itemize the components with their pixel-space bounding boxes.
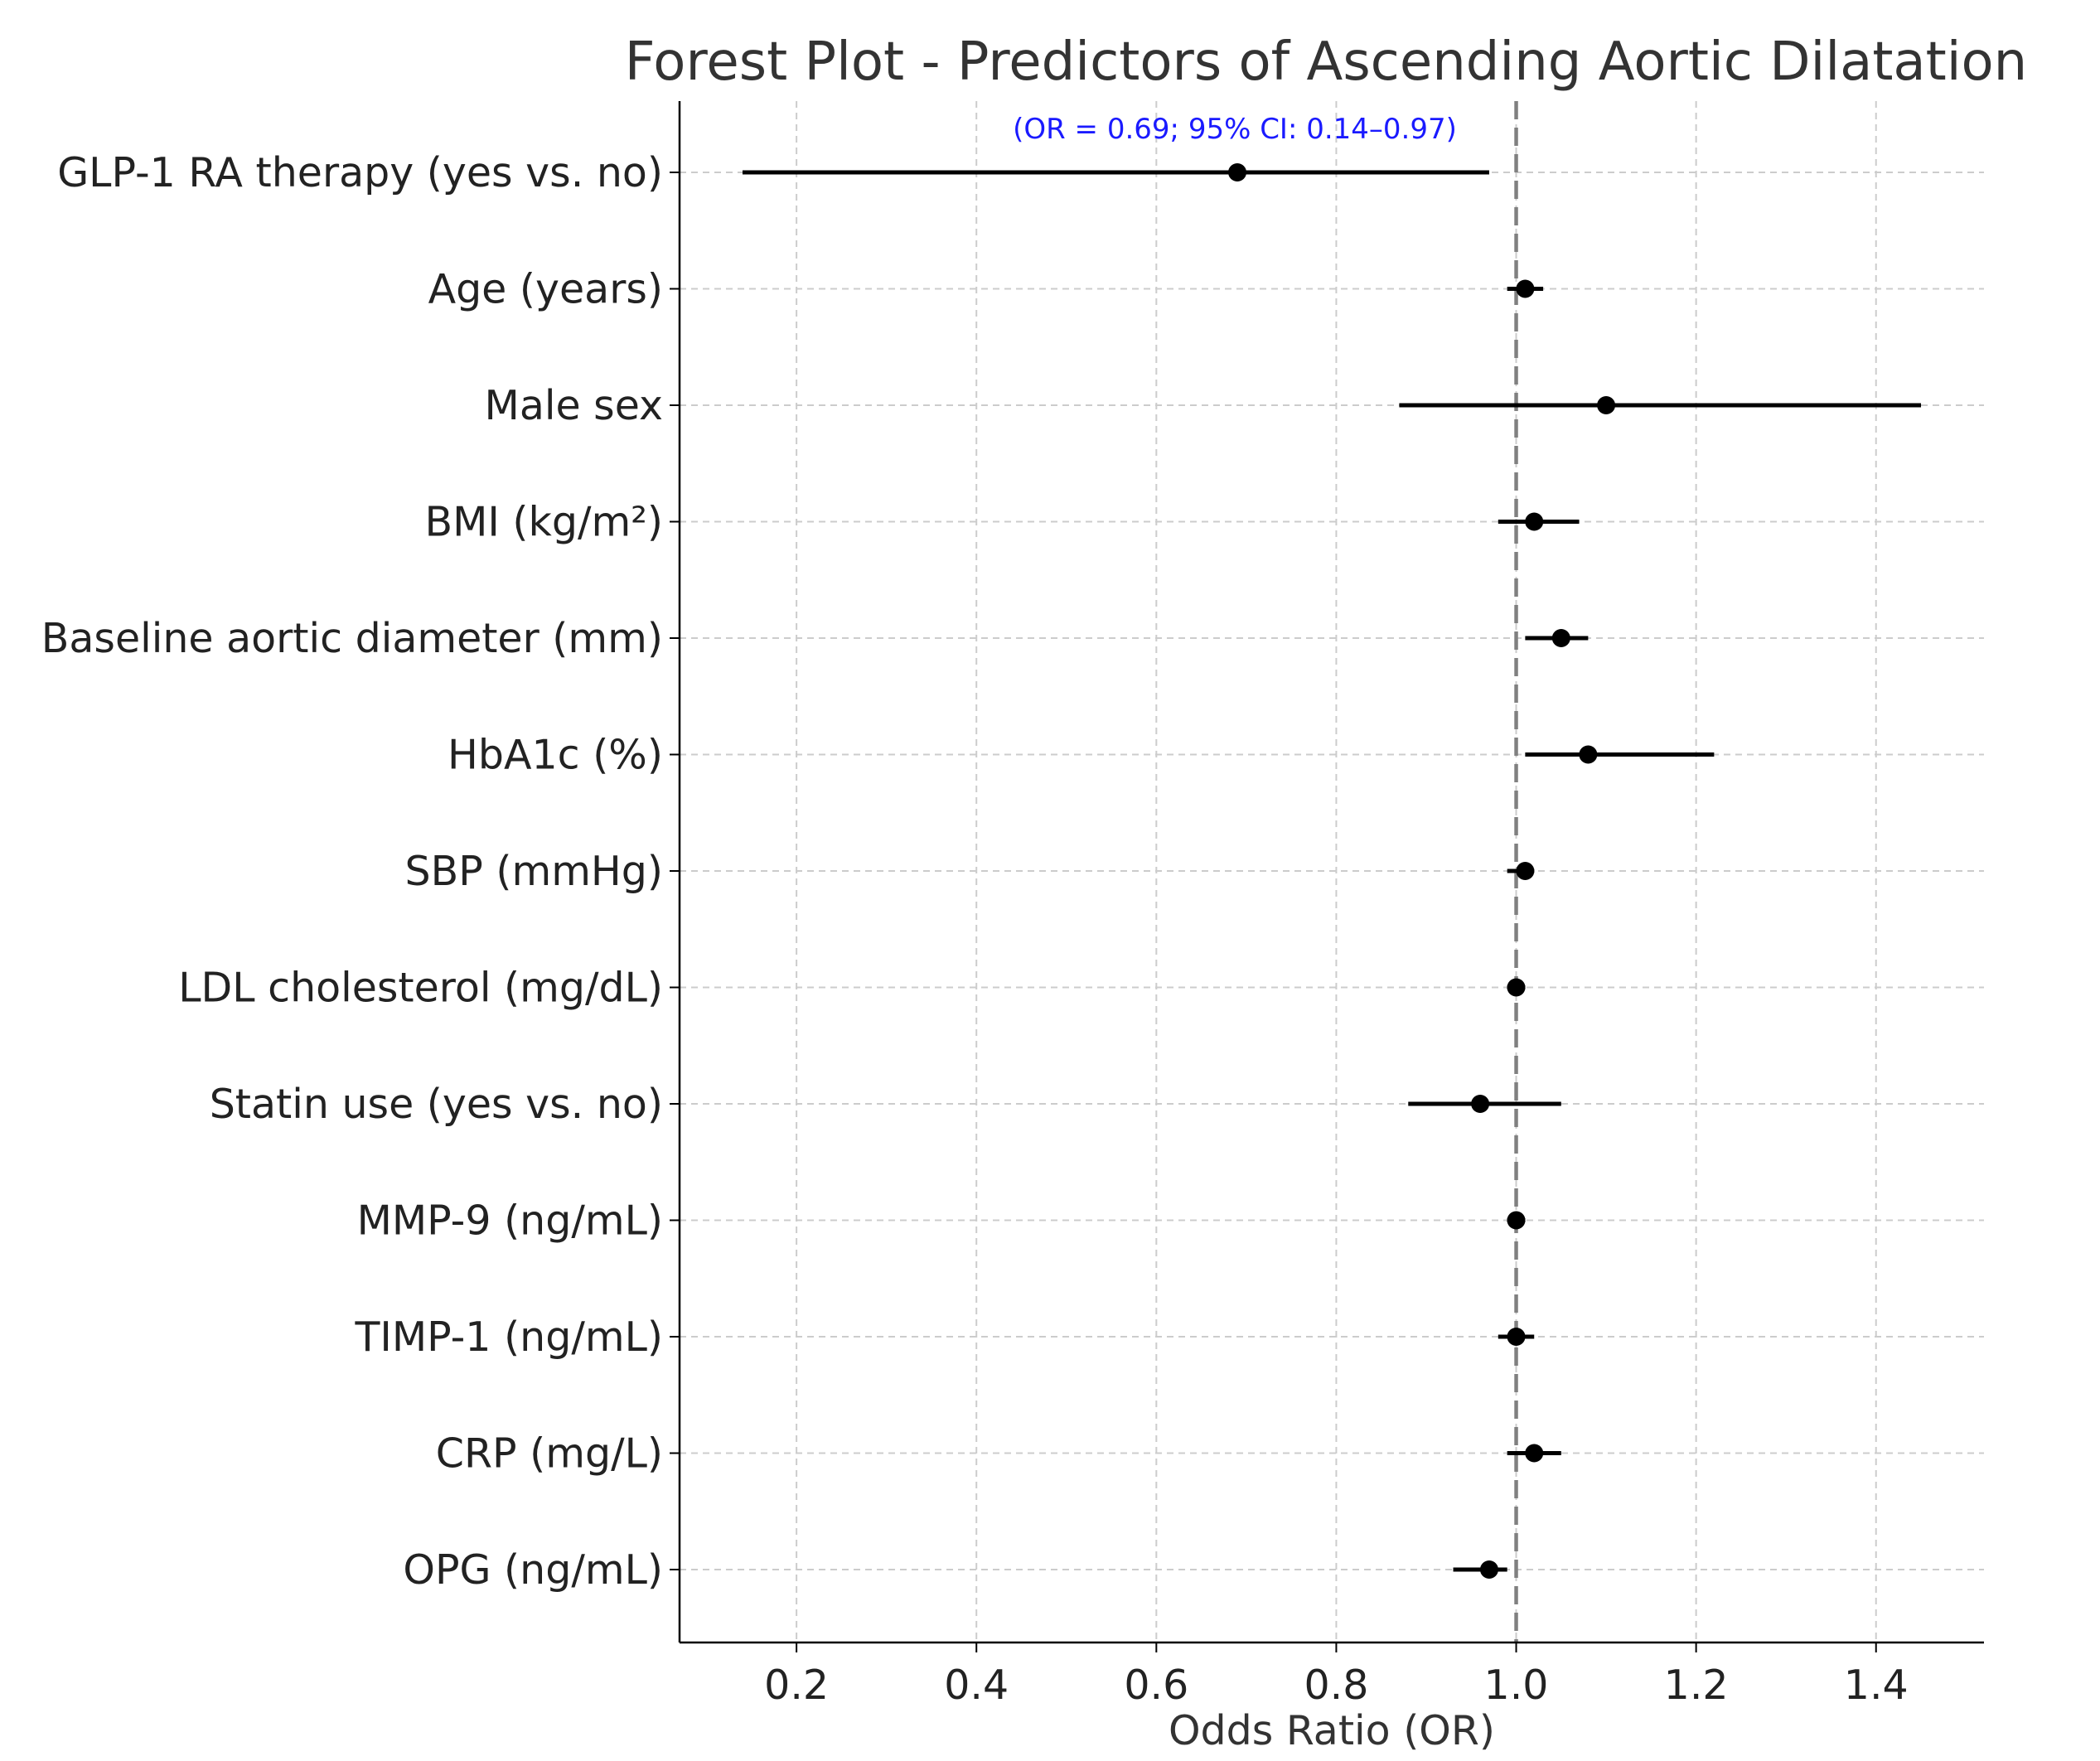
row-label: GLP-1 RA therapy (yes vs. no) (57, 149, 663, 196)
or-point (1579, 745, 1598, 764)
row-label: Age (years) (428, 266, 663, 313)
glp1-annotation: (OR = 0.69; 95% CI: 0.14–0.97) (1013, 113, 1457, 146)
or-point (1507, 978, 1526, 997)
or-point (1507, 1328, 1526, 1346)
or-point (1479, 1560, 1498, 1579)
grid (680, 101, 1984, 1642)
row-label: OPG (ng/mL) (403, 1546, 663, 1594)
or-point (1507, 1211, 1526, 1230)
row-label: CRP (mg/L) (436, 1430, 663, 1478)
or-point (1597, 396, 1616, 414)
x-tick-label: 0.8 (1304, 1662, 1368, 1709)
x-tick-label: 1.2 (1664, 1662, 1729, 1709)
chart-marks (742, 163, 1922, 1579)
x-ticks: 0.2 0.4 0.6 0.8 1.0 1.2 1.4 (764, 1642, 1909, 1709)
x-tick-label: 0.2 (764, 1662, 829, 1709)
row-label: Baseline aortic diameter (mm) (41, 615, 663, 662)
x-tick-label: 1.4 (1844, 1662, 1909, 1709)
or-point (1525, 512, 1544, 531)
chart-title: Forest Plot - Predictors of Ascending Ao… (625, 31, 2027, 93)
row-label: LDL cholesterol (mg/dL) (178, 965, 663, 1012)
x-axis-label: Odds Ratio (OR) (1169, 1707, 1495, 1754)
row-label: MMP-9 (ng/mL) (357, 1197, 663, 1245)
y-labels: GLP-1 RA therapy (yes vs. no) Age (years)… (41, 149, 663, 1594)
x-tick-label: 0.6 (1124, 1662, 1188, 1709)
or-point (1516, 279, 1535, 298)
row-label: Statin use (yes vs. no) (210, 1081, 663, 1128)
or-point (1516, 862, 1535, 880)
row-label: TIMP-1 (ng/mL) (355, 1313, 664, 1361)
or-point (1228, 163, 1247, 181)
or-point (1525, 1444, 1544, 1463)
x-tick-label: 0.4 (944, 1662, 1009, 1709)
x-tick-label: 1.0 (1484, 1662, 1549, 1709)
row-label: SBP (mmHg) (405, 848, 664, 895)
or-point (1471, 1095, 1490, 1113)
row-label: HbA1c (%) (448, 732, 663, 779)
axes (670, 101, 1984, 1644)
row-label: BMI (kg/m²) (424, 499, 663, 546)
row-label: Male sex (485, 382, 663, 429)
or-point (1551, 629, 1570, 647)
